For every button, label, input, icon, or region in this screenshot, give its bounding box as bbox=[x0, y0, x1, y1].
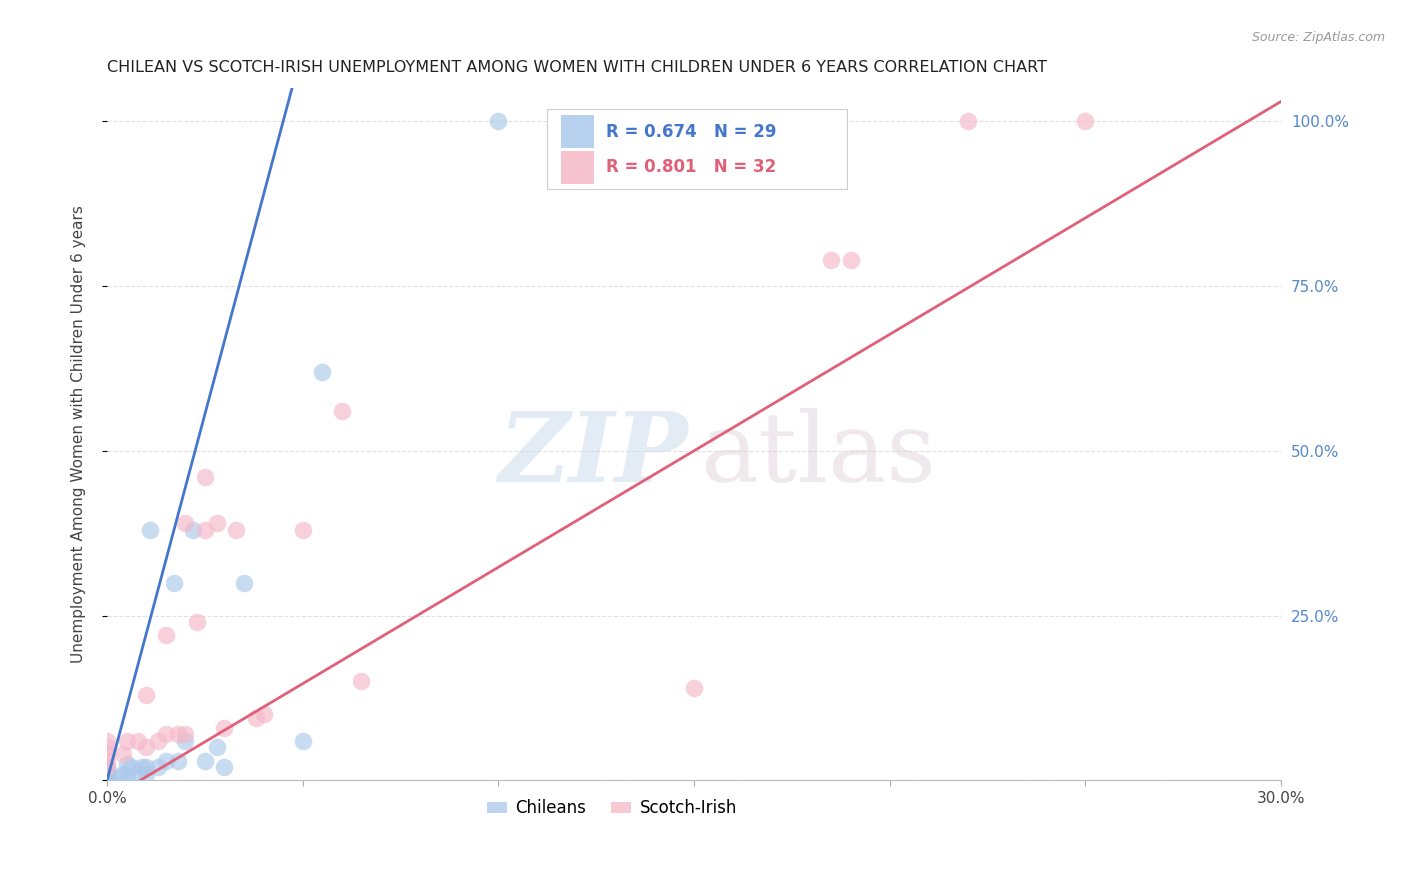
Point bbox=[174, 733, 197, 747]
Point bbox=[486, 114, 509, 128]
Point bbox=[96, 766, 118, 780]
Point bbox=[96, 773, 118, 788]
Point bbox=[120, 760, 142, 774]
Point bbox=[111, 747, 134, 761]
Point bbox=[311, 365, 333, 379]
Point bbox=[96, 733, 118, 747]
Point bbox=[135, 688, 157, 702]
Point bbox=[291, 733, 314, 747]
Point bbox=[350, 674, 373, 689]
Point bbox=[214, 760, 236, 774]
Point bbox=[146, 733, 169, 747]
Point bbox=[96, 747, 118, 761]
Point bbox=[181, 523, 204, 537]
Text: Source: ZipAtlas.com: Source: ZipAtlas.com bbox=[1251, 31, 1385, 45]
Point bbox=[956, 114, 979, 128]
Point bbox=[115, 770, 138, 784]
FancyBboxPatch shape bbox=[547, 109, 846, 188]
Point bbox=[174, 516, 197, 531]
Point bbox=[127, 733, 149, 747]
Point bbox=[225, 523, 247, 537]
Point bbox=[166, 754, 188, 768]
Point bbox=[111, 766, 134, 780]
FancyBboxPatch shape bbox=[561, 151, 595, 184]
Point bbox=[96, 770, 118, 784]
Point bbox=[155, 628, 177, 642]
Point bbox=[131, 760, 153, 774]
Point bbox=[135, 760, 157, 774]
Point bbox=[194, 523, 217, 537]
Point bbox=[135, 740, 157, 755]
Point bbox=[96, 760, 118, 774]
Point bbox=[127, 766, 149, 780]
Text: R = 0.801   N = 32: R = 0.801 N = 32 bbox=[606, 159, 776, 177]
Point bbox=[155, 754, 177, 768]
Point bbox=[820, 252, 842, 267]
Legend: Chileans, Scotch-Irish: Chileans, Scotch-Irish bbox=[481, 792, 744, 824]
FancyBboxPatch shape bbox=[561, 115, 595, 148]
Point bbox=[245, 711, 267, 725]
Text: CHILEAN VS SCOTCH-IRISH UNEMPLOYMENT AMONG WOMEN WITH CHILDREN UNDER 6 YEARS COR: CHILEAN VS SCOTCH-IRISH UNEMPLOYMENT AMO… bbox=[107, 60, 1047, 75]
Point bbox=[233, 575, 256, 590]
Point bbox=[330, 404, 353, 418]
Point bbox=[162, 575, 184, 590]
Point bbox=[1074, 114, 1097, 128]
Point bbox=[96, 764, 118, 778]
Point bbox=[115, 756, 138, 771]
Point bbox=[205, 740, 228, 755]
Point bbox=[96, 772, 118, 786]
Point bbox=[186, 615, 208, 629]
Point bbox=[96, 760, 118, 774]
Point bbox=[194, 754, 217, 768]
Point bbox=[96, 740, 118, 755]
Text: R = 0.674   N = 29: R = 0.674 N = 29 bbox=[606, 122, 776, 141]
Point bbox=[174, 727, 197, 741]
Point bbox=[135, 766, 157, 780]
Y-axis label: Unemployment Among Women with Children Under 6 years: Unemployment Among Women with Children U… bbox=[72, 205, 86, 664]
Text: atlas: atlas bbox=[700, 408, 936, 502]
Point bbox=[139, 523, 162, 537]
Text: ZIP: ZIP bbox=[499, 408, 688, 502]
Point bbox=[96, 754, 118, 768]
Point bbox=[839, 252, 862, 267]
Point bbox=[108, 770, 131, 784]
Point bbox=[115, 733, 138, 747]
Point bbox=[683, 681, 706, 695]
Point bbox=[291, 523, 314, 537]
Point bbox=[252, 707, 274, 722]
Point bbox=[146, 760, 169, 774]
Point bbox=[155, 727, 177, 741]
Point bbox=[194, 470, 217, 484]
Point bbox=[205, 516, 228, 531]
Point bbox=[166, 727, 188, 741]
Point bbox=[214, 721, 236, 735]
